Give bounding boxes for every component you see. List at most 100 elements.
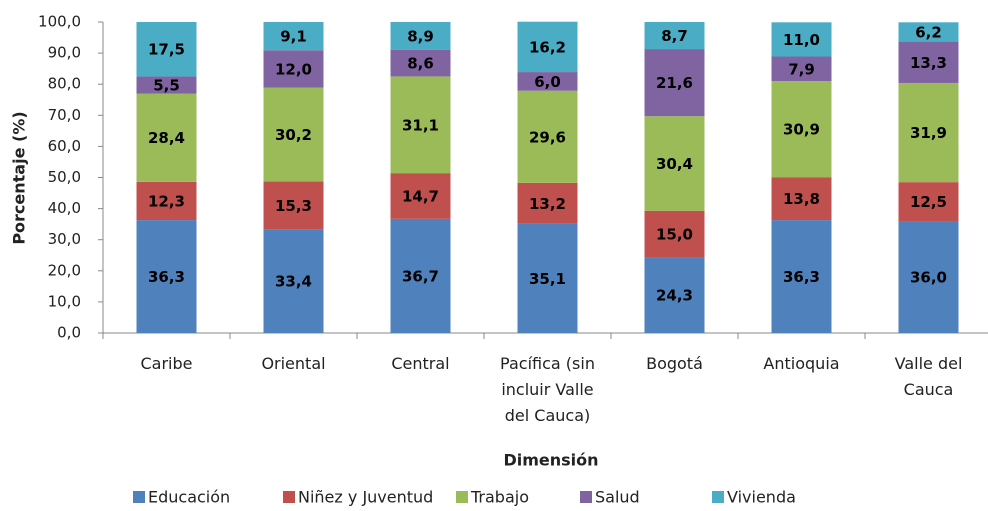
y-tick-label: 90,0	[48, 44, 81, 62]
y-tick-label: 70,0	[48, 106, 81, 124]
value-label: 8,9	[407, 27, 434, 45]
value-label: 8,6	[407, 55, 434, 73]
bar-segment	[263, 181, 324, 230]
bar-segment	[390, 49, 451, 77]
y-tick-label: 50,0	[48, 168, 81, 186]
bar-segment	[771, 220, 832, 333]
y-axis-title: Porcentaje (%)	[10, 111, 29, 244]
value-label: 15,0	[656, 226, 693, 244]
value-label: 30,9	[783, 121, 820, 139]
bar-segment	[644, 116, 705, 211]
bar-segment	[517, 72, 578, 91]
value-label: 21,6	[656, 74, 693, 92]
bar-segment	[517, 21, 578, 73]
y-tick-label: 100,0	[38, 13, 81, 31]
legend-swatch	[283, 491, 295, 503]
y-tick-label: 60,0	[48, 137, 81, 155]
bar-segment	[263, 87, 324, 182]
value-label: 13,3	[910, 54, 947, 72]
legend-swatch	[580, 491, 592, 503]
value-label: 24,3	[656, 287, 693, 305]
bar-segment	[644, 257, 705, 333]
x-tick-label: Oriental	[261, 354, 326, 373]
bar-segment	[771, 22, 832, 57]
x-tick-label: Pacífica (sin incluir Valle del Cauca)	[500, 354, 595, 425]
value-label: 35,1	[529, 270, 566, 288]
value-label: 33,4	[275, 273, 312, 291]
legend-swatch	[456, 491, 468, 503]
x-tick-label: Antioquia	[763, 354, 840, 373]
bar-segment	[898, 182, 959, 222]
value-label: 6,0	[534, 73, 561, 91]
x-tick-label: Caribe	[140, 354, 193, 373]
value-label: 36,7	[402, 267, 439, 285]
value-label: 11,0	[783, 31, 820, 49]
value-label: 29,6	[529, 128, 566, 146]
bar-segment	[517, 90, 578, 183]
value-label: 7,9	[788, 60, 815, 78]
bar-segment	[644, 22, 705, 50]
value-label: 36,3	[783, 268, 820, 286]
x-tick-label: Bogotá	[646, 354, 703, 373]
bar-segment	[263, 22, 324, 51]
bar-segment	[390, 218, 451, 333]
value-label: 28,4	[148, 129, 185, 147]
value-label: 31,9	[910, 124, 947, 142]
legend-swatch	[712, 491, 724, 503]
value-label: 6,2	[915, 23, 942, 41]
value-label: 12,5	[910, 193, 947, 211]
value-label: 36,3	[148, 268, 185, 286]
legend-label: Vivienda	[727, 488, 796, 507]
bar-segment	[136, 220, 197, 333]
bar-segment	[898, 41, 959, 83]
y-tick-label: 10,0	[48, 292, 81, 310]
bar-segment	[644, 49, 705, 117]
value-label: 12,3	[148, 192, 185, 210]
value-label: 13,8	[783, 190, 820, 208]
value-label: 8,7	[661, 27, 688, 45]
value-label: 15,3	[275, 197, 312, 215]
value-label: 30,4	[656, 155, 693, 173]
x-tick-label: Central	[391, 354, 450, 373]
legend-label: Educación	[148, 488, 230, 507]
bar-segment	[771, 81, 832, 178]
x-tick-label: Valle del Cauca	[894, 354, 963, 399]
legend-swatch	[133, 491, 145, 503]
bar-segment	[136, 22, 197, 77]
bar-segment	[898, 82, 959, 183]
legend-label: Salud	[595, 488, 640, 507]
bar-segment	[517, 182, 578, 224]
bar-segment	[644, 210, 705, 258]
value-label: 9,1	[280, 28, 307, 46]
bar-segment	[390, 22, 451, 50]
y-tick-label: 20,0	[48, 261, 81, 279]
y-tick-label: 0,0	[57, 324, 81, 342]
bar-segment	[136, 93, 197, 182]
bar-segment	[898, 221, 959, 333]
value-label: 5,5	[153, 76, 180, 94]
value-label: 16,2	[529, 38, 566, 56]
bar-segment	[136, 181, 197, 221]
legend-label: Niñez y Juventud	[298, 488, 433, 507]
bar-segment	[771, 177, 832, 221]
bar-segment	[771, 56, 832, 82]
value-label: 12,0	[275, 60, 312, 78]
y-tick-label: 40,0	[48, 199, 81, 217]
bar-segment	[390, 173, 451, 219]
value-label: 14,7	[402, 188, 439, 206]
bar-segment	[898, 22, 959, 42]
bar-segment	[390, 76, 451, 174]
value-label: 36,0	[910, 269, 947, 287]
value-label: 17,5	[148, 41, 185, 59]
x-axis-title: Dimensión	[503, 451, 598, 470]
y-tick-label: 80,0	[48, 75, 81, 93]
value-label: 13,2	[529, 195, 566, 213]
bar-segment	[263, 229, 324, 333]
y-tick-label: 30,0	[48, 230, 81, 248]
value-label: 31,1	[402, 116, 439, 134]
legend-label: Trabajo	[470, 488, 529, 507]
bar-segment	[136, 76, 197, 94]
bar-segment	[263, 50, 324, 88]
